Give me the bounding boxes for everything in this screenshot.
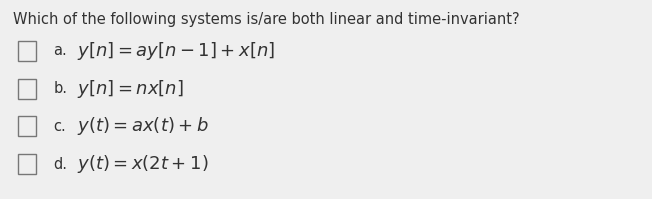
- Text: c.: c.: [53, 119, 67, 134]
- Text: $y[n] = ay[n-1] + x[n]$: $y[n] = ay[n-1] + x[n]$: [77, 40, 275, 62]
- Text: $y[n] = nx[n]$: $y[n] = nx[n]$: [77, 78, 184, 100]
- Text: a.: a.: [53, 43, 67, 58]
- Text: $y(t) = x(2t+1)$: $y(t) = x(2t+1)$: [77, 153, 209, 175]
- Text: d.: d.: [53, 157, 67, 172]
- Text: $y(t) = ax(t) + b$: $y(t) = ax(t) + b$: [77, 115, 209, 137]
- Text: b.: b.: [53, 81, 67, 96]
- Bar: [18, 41, 36, 61]
- Bar: [18, 154, 36, 174]
- Bar: [18, 79, 36, 99]
- Bar: [18, 116, 36, 136]
- Text: Which of the following systems is/are both linear and time-invariant?: Which of the following systems is/are bo…: [13, 12, 520, 27]
